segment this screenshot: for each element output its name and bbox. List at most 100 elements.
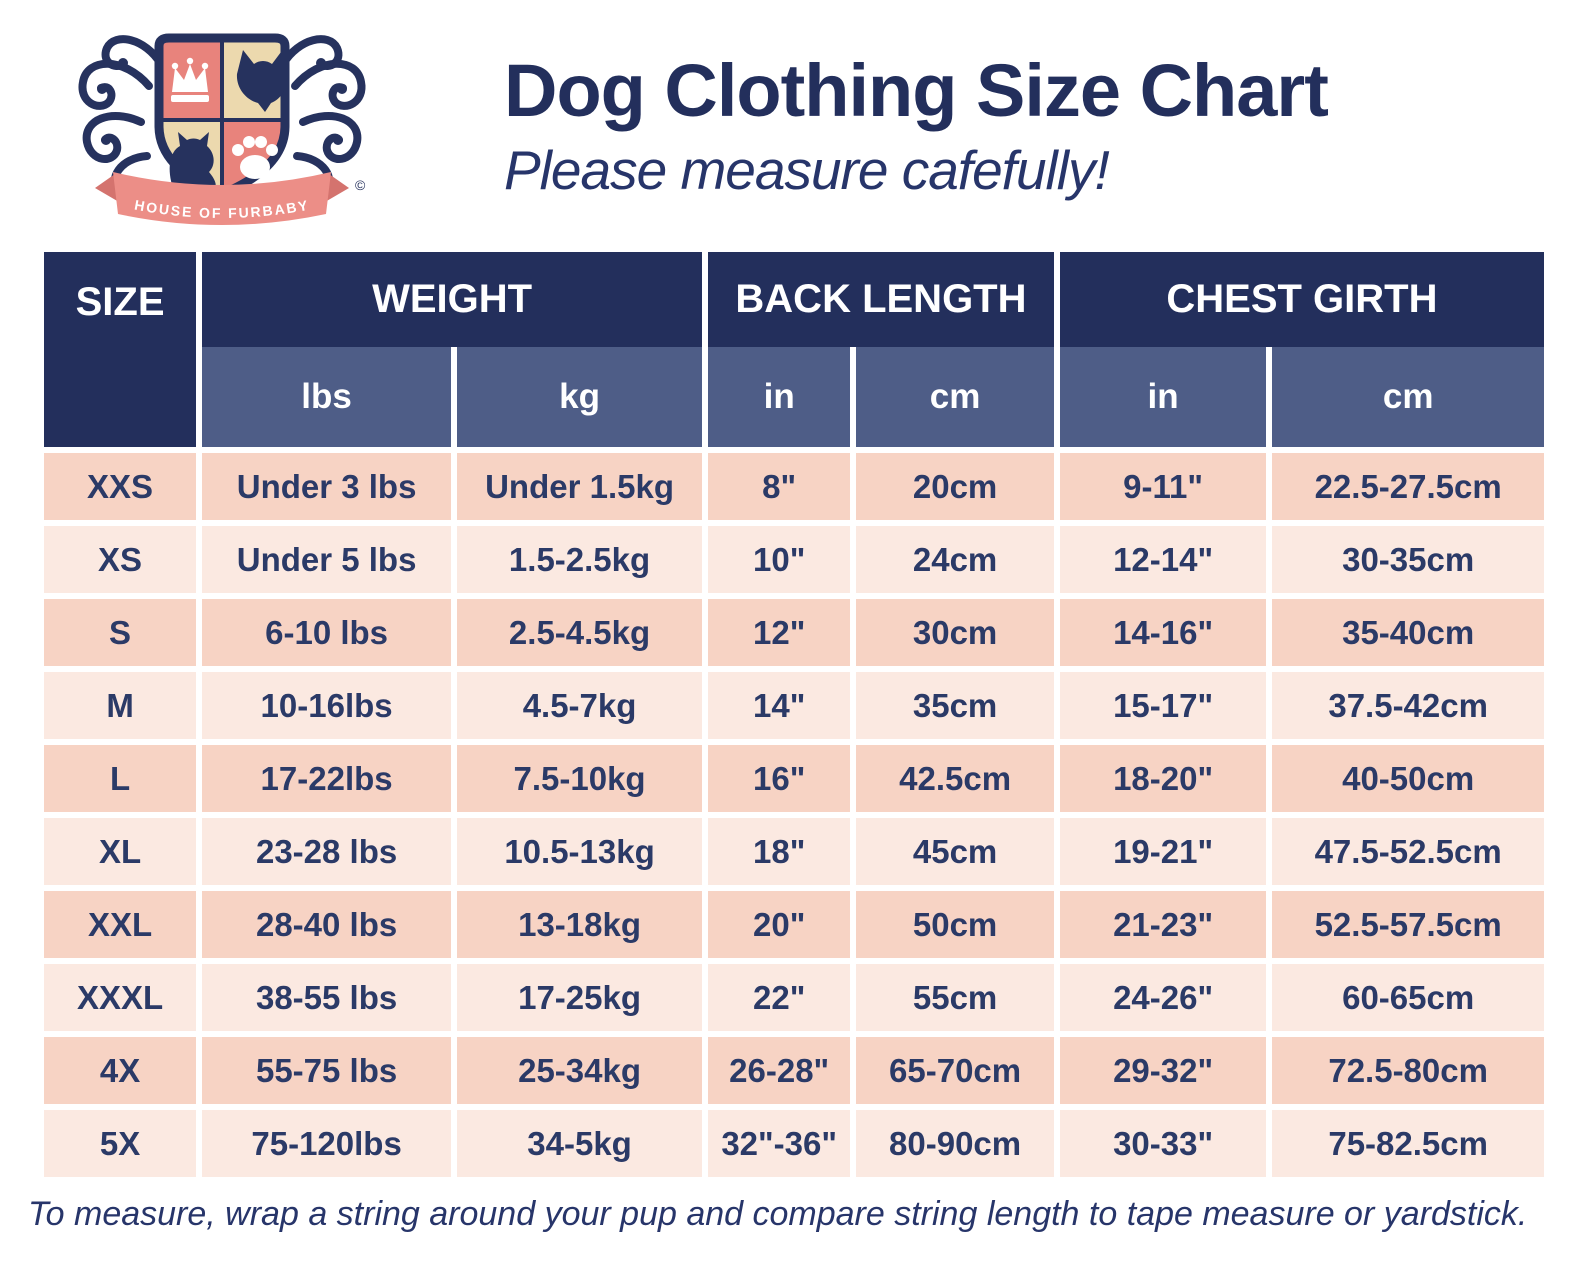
header-size: SIZE	[44, 252, 197, 447]
dog-icon	[236, 50, 287, 112]
cell-weight-lbs: 38-55 lbs	[202, 964, 452, 1031]
cell-back-length-in: 32"-36"	[708, 1110, 851, 1177]
table-row: L 17-22lbs 7.5-10kg 16" 42.5cm 18-20" 40…	[44, 745, 1544, 812]
table-row: M 10-16lbs 4.5-7kg 14" 35cm 15-17" 37.5-…	[44, 672, 1544, 739]
cell-chest-girth-cm: 52.5-57.5cm	[1272, 891, 1544, 958]
cell-back-length-cm: 35cm	[856, 672, 1054, 739]
cell-chest-girth-cm: 37.5-42cm	[1272, 672, 1544, 739]
cell-weight-kg: 25-34kg	[457, 1037, 703, 1104]
cell-back-length-in: 18"	[708, 818, 851, 885]
cell-chest-girth-in: 15-17"	[1059, 672, 1267, 739]
unit-back-length-in: in	[708, 347, 851, 447]
cell-weight-kg: 1.5-2.5kg	[457, 526, 703, 593]
page-header: HOUSE OF FURBABY © Dog Clothing Size Cha…	[0, 0, 1588, 238]
cell-size: 4X	[44, 1037, 197, 1104]
table-row: 5X 75-120lbs 34-5kg 32"-36" 80-90cm 30-3…	[44, 1110, 1544, 1177]
footer-note: To measure, wrap a string around your pu…	[28, 1195, 1528, 1233]
cell-chest-girth-in: 12-14"	[1059, 526, 1267, 593]
cell-size: XXXL	[44, 964, 197, 1031]
cell-weight-kg: 17-25kg	[457, 964, 703, 1031]
cat-icon	[169, 132, 216, 188]
cell-back-length-cm: 24cm	[856, 526, 1054, 593]
cell-weight-lbs: 23-28 lbs	[202, 818, 452, 885]
cell-chest-girth-cm: 35-40cm	[1272, 599, 1544, 666]
cell-weight-lbs: 28-40 lbs	[202, 891, 452, 958]
size-table: SIZE WEIGHT BACK LENGTH CHEST GIRTH lbs …	[44, 252, 1544, 1177]
cell-back-length-in: 16"	[708, 745, 851, 812]
cell-weight-lbs: Under 5 lbs	[202, 526, 452, 593]
cell-chest-girth-in: 14-16"	[1059, 599, 1267, 666]
cell-chest-girth-in: 19-21"	[1059, 818, 1267, 885]
header-chest-girth: CHEST GIRTH	[1059, 252, 1544, 347]
cell-back-length-cm: 65-70cm	[856, 1037, 1054, 1104]
cell-size: L	[44, 745, 197, 812]
cell-chest-girth-in: 18-20"	[1059, 745, 1267, 812]
cell-size: S	[44, 599, 197, 666]
table-row: XXS Under 3 lbs Under 1.5kg 8" 20cm 9-11…	[44, 453, 1544, 520]
paw-icon	[232, 136, 278, 179]
cell-weight-kg: 2.5-4.5kg	[457, 599, 703, 666]
cell-chest-girth-in: 29-32"	[1059, 1037, 1267, 1104]
copyright-symbol: ©	[355, 177, 366, 193]
crown-icon	[171, 57, 209, 102]
cell-chest-girth-cm: 40-50cm	[1272, 745, 1544, 812]
cell-chest-girth-in: 24-26"	[1059, 964, 1267, 1031]
cell-weight-kg: 13-18kg	[457, 891, 703, 958]
header-back-length: BACK LENGTH	[708, 252, 1054, 347]
cell-size: XXS	[44, 453, 197, 520]
table-row: XS Under 5 lbs 1.5-2.5kg 10" 24cm 12-14"…	[44, 526, 1544, 593]
cell-size: 5X	[44, 1110, 197, 1177]
table-row: 4X 55-75 lbs 25-34kg 26-28" 65-70cm 29-3…	[44, 1037, 1544, 1104]
cell-back-length-cm: 30cm	[856, 599, 1054, 666]
cell-back-length-cm: 42.5cm	[856, 745, 1054, 812]
unit-back-length-cm: cm	[856, 347, 1054, 447]
table-row: S 6-10 lbs 2.5-4.5kg 12" 30cm 14-16" 35-…	[44, 599, 1544, 666]
cell-back-length-in: 26-28"	[708, 1037, 851, 1104]
cell-back-length-cm: 50cm	[856, 891, 1054, 958]
cell-weight-kg: 34-5kg	[457, 1110, 703, 1177]
cell-weight-kg: 7.5-10kg	[457, 745, 703, 812]
page-title: Dog Clothing Size Chart	[504, 49, 1329, 132]
unit-weight-kg: kg	[457, 347, 703, 447]
cell-back-length-cm: 80-90cm	[856, 1110, 1054, 1177]
cell-weight-lbs: 17-22lbs	[202, 745, 452, 812]
cell-weight-lbs: 10-16lbs	[202, 672, 452, 739]
cell-weight-kg: 10.5-13kg	[457, 818, 703, 885]
brand-banner: HOUSE OF FURBABY	[95, 172, 349, 225]
cell-back-length-in: 12"	[708, 599, 851, 666]
cell-chest-girth-cm: 60-65cm	[1272, 964, 1544, 1031]
table-row: XXL 28-40 lbs 13-18kg 20" 50cm 21-23" 52…	[44, 891, 1544, 958]
cell-size: XL	[44, 818, 197, 885]
cell-weight-lbs: 75-120lbs	[202, 1110, 452, 1177]
header-weight: WEIGHT	[202, 252, 703, 347]
cell-chest-girth-cm: 72.5-80cm	[1272, 1037, 1544, 1104]
cell-chest-girth-cm: 22.5-27.5cm	[1272, 453, 1544, 520]
cell-back-length-in: 20"	[708, 891, 851, 958]
table-header: SIZE WEIGHT BACK LENGTH CHEST GIRTH lbs …	[44, 252, 1544, 447]
cell-back-length-in: 10"	[708, 526, 851, 593]
table-row: XL 23-28 lbs 10.5-13kg 18" 45cm 19-21" 4…	[44, 818, 1544, 885]
cell-size: XXL	[44, 891, 197, 958]
cell-chest-girth-in: 21-23"	[1059, 891, 1267, 958]
cell-back-length-in: 22"	[708, 964, 851, 1031]
cell-chest-girth-cm: 75-82.5cm	[1272, 1110, 1544, 1177]
cell-chest-girth-cm: 30-35cm	[1272, 526, 1544, 593]
unit-chest-girth-cm: cm	[1272, 347, 1544, 447]
cell-chest-girth-in: 9-11"	[1059, 453, 1267, 520]
cell-back-length-cm: 55cm	[856, 964, 1054, 1031]
cell-back-length-cm: 20cm	[856, 453, 1054, 520]
cell-back-length-in: 8"	[708, 453, 851, 520]
brand-logo: HOUSE OF FURBABY ©	[78, 33, 366, 225]
cell-weight-kg: Under 1.5kg	[457, 453, 703, 520]
cell-size: M	[44, 672, 197, 739]
cell-weight-lbs: 55-75 lbs	[202, 1037, 452, 1104]
table-row: XXXL 38-55 lbs 17-25kg 22" 55cm 24-26" 6…	[44, 964, 1544, 1031]
unit-weight-lbs: lbs	[202, 347, 452, 447]
cell-weight-kg: 4.5-7kg	[457, 672, 703, 739]
unit-chest-girth-in: in	[1059, 347, 1267, 447]
title-block: Dog Clothing Size Chart Please measure c…	[504, 22, 1329, 202]
cell-chest-girth-in: 30-33"	[1059, 1110, 1267, 1177]
cell-back-length-in: 14"	[708, 672, 851, 739]
cell-size: XS	[44, 526, 197, 593]
